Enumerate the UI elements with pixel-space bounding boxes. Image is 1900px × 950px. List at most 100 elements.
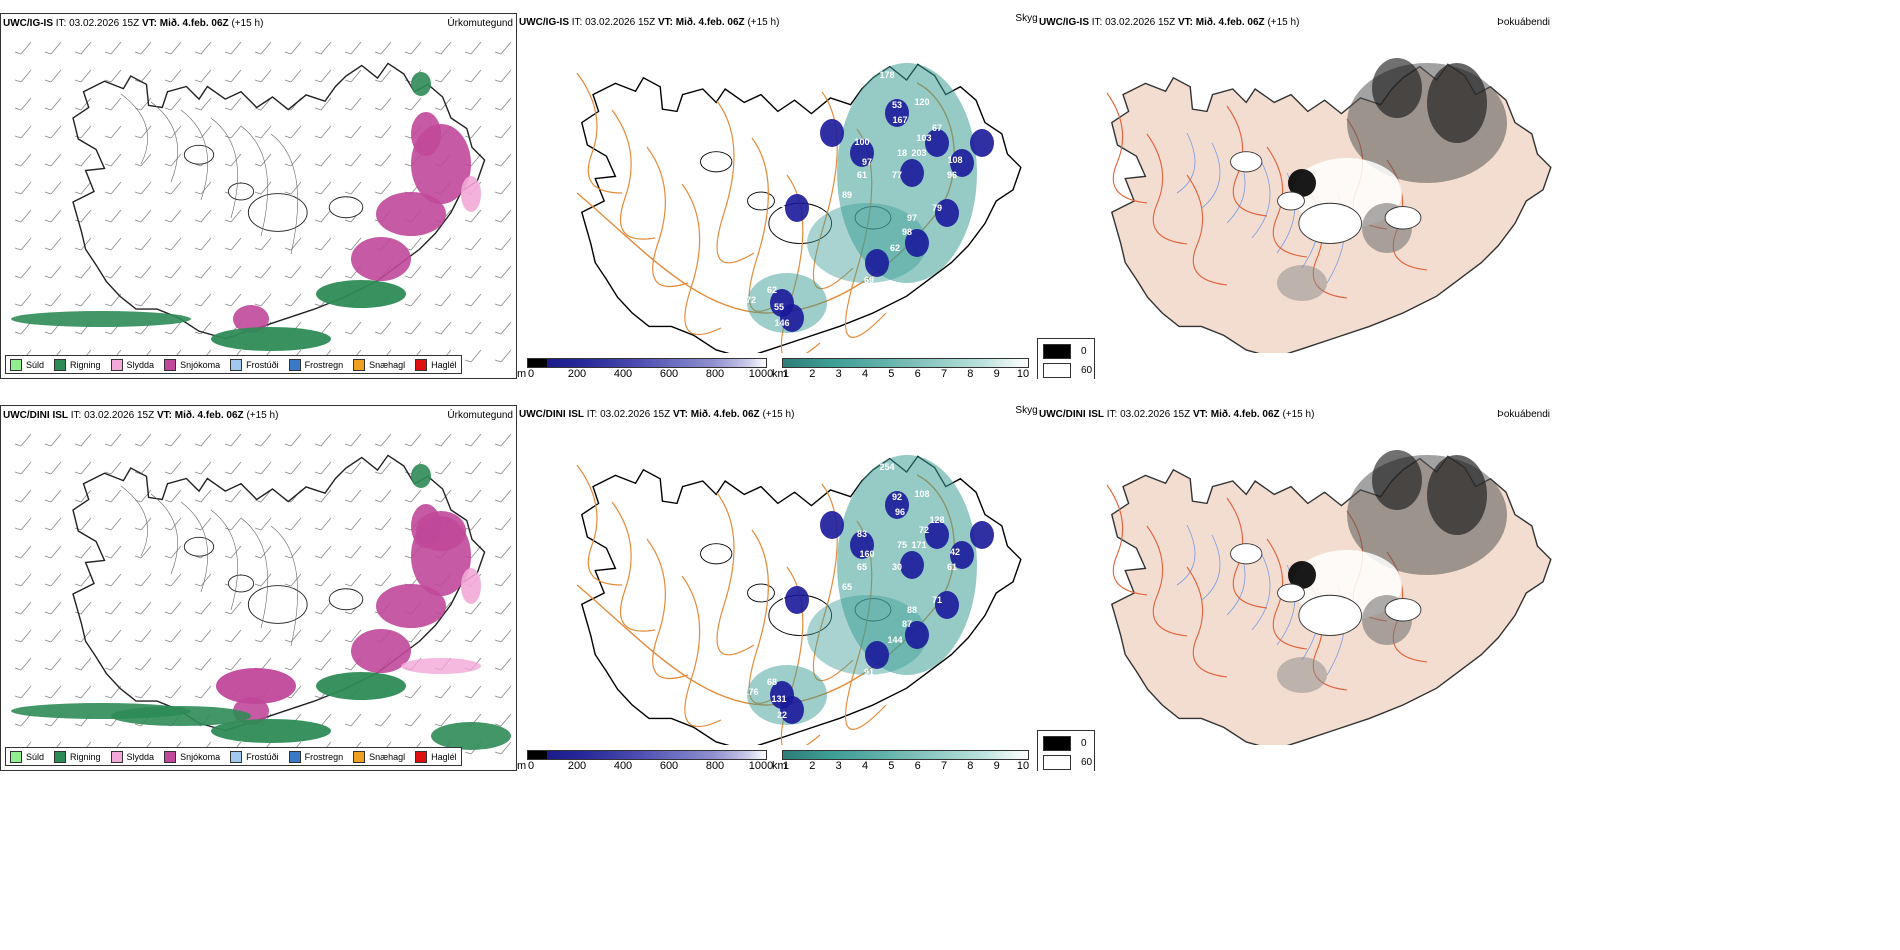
visibility-value-label: 100 (854, 137, 869, 147)
visibility-value-label: 146 (774, 318, 789, 328)
legend-item: Frostúði (230, 358, 279, 371)
visibility-value-label: 203 (911, 148, 926, 158)
legend-swatch (353, 358, 366, 371)
legend-label: Haglél (431, 359, 457, 370)
visibility-value-label: 97 (907, 213, 917, 223)
visibility-panel-row1: UWC/IG-IS IT: 03.02.2026 15Z VT: Mið. 4.… (517, 13, 1037, 379)
colorbar-tick: 9 (993, 368, 1000, 379)
colorbar-gradient (527, 750, 767, 760)
colorbar-tick: 1 (782, 760, 790, 771)
colorbar-tick: 4 (861, 760, 869, 771)
legend-swatch (415, 750, 428, 763)
colorbar-tick: 200 (567, 368, 587, 379)
legend-label: Slydda (126, 359, 155, 370)
colorbar-tick: 400 (613, 368, 633, 379)
visibility-value-label: 107 (809, 155, 824, 165)
colorbar-unit: km (772, 760, 787, 771)
legend-label: Rigning (70, 359, 101, 370)
legend-swatch (230, 358, 243, 371)
legend-label: Súld (26, 359, 45, 370)
precip-map (11, 433, 512, 755)
visibility-value-label: 72 (919, 525, 929, 535)
precip-type-panel-row1: UWC/IG-IS IT: 03.02.2026 15Z VT: Mið. 4.… (0, 13, 517, 379)
legend-label: Snæhagl (369, 359, 406, 370)
visibility-panel-row2: UWC/DINI ISL IT: 03.02.2026 15Z VT: Mið.… (517, 405, 1037, 771)
panel-title: Þokuábendi (1497, 409, 1550, 420)
colorbar-tick: 600 (659, 368, 679, 379)
precip-legend: Súld Rigning Slydda Snjókoma Frostúði Frostre… (5, 355, 462, 374)
precip-map (11, 41, 512, 363)
visibility-value-label: 108 (947, 155, 962, 165)
visibility-value-label: 97 (862, 157, 872, 167)
panel-header: UWC/DINI ISL IT: 03.02.2026 15Z VT: Mið.… (519, 409, 795, 420)
colorbar-tick: 4 (861, 368, 869, 379)
visibility-value-label: 103 (916, 133, 931, 143)
legend-label: Frostregn (304, 359, 344, 370)
visibility-value-label: 109 (801, 173, 816, 183)
visibility-value-label: 254 (879, 462, 894, 472)
legend-label: Súld (26, 751, 45, 762)
legend-swatch (230, 750, 243, 763)
panel-header: UWC/IG-IS IT: 03.02.2026 15Z VT: Mið. 4.… (519, 17, 780, 28)
visibility-value-label: 91 (864, 667, 874, 677)
visibility-value-label: 176 (743, 687, 758, 697)
visibility-value-label: 84 (775, 591, 785, 601)
legend-item: Frostregn (288, 750, 343, 763)
colorbar-tick: 3 (835, 760, 842, 771)
colorbar-unit: m (517, 368, 527, 379)
legend-swatch (10, 750, 22, 763)
legend-item: Súld (10, 750, 45, 763)
visibility-value-label: 150 (809, 547, 824, 557)
legend-swatch (10, 358, 22, 371)
panel-header: UWC/DINI ISL IT: 03.02.2026 15Z VT: Mið.… (1039, 409, 1315, 420)
legend-swatch (54, 358, 67, 371)
visibility-value-label: 77 (892, 170, 902, 180)
visibility-value-label: 62 (890, 243, 900, 253)
colorbar-tick: 800 (705, 368, 725, 379)
visibility-value-label: 98 (902, 227, 912, 237)
colorbar-gradient (527, 358, 767, 368)
colorbar-tick: 7 (940, 760, 948, 771)
legend-swatch (288, 358, 301, 371)
legend-swatch (353, 750, 366, 763)
colorbar-tick: 5 (888, 368, 895, 379)
visibility-value-label: 178 (879, 70, 894, 80)
colorbar-gradient (782, 358, 1029, 368)
legend-swatch (110, 358, 123, 371)
colorbar-tick: 800 (705, 760, 725, 771)
visibility-value-label: 108 (914, 489, 929, 499)
legend-label: Snjókoma (180, 751, 221, 762)
visibility-value-label: 96 (947, 170, 957, 180)
legend-label: Frostúði (246, 751, 279, 762)
legend-item: Súld (10, 358, 45, 371)
visibility-value-label: 87 (902, 619, 912, 629)
colorbar-tick: 10 (1016, 368, 1030, 379)
visibility-value-label: 42 (950, 547, 960, 557)
precip-legend: Súld Rigning Slydda Snjókoma Frostúði Frostre… (5, 747, 462, 766)
panel-header: UWC/IG-IS IT: 03.02.2026 15Z VT: Mið. 4.… (1039, 17, 1300, 28)
fog-legend: 0 60 (1037, 730, 1095, 771)
legend-swatch (164, 358, 177, 371)
visibility-value-label: 89 (842, 190, 852, 200)
colorbar-tick: 400 (613, 760, 633, 771)
legend-item: Snæhagl (353, 358, 406, 371)
colorbar-tick: 0 (527, 760, 535, 771)
visibility-value-label: 22 (777, 710, 787, 720)
fog-legend: 0 60 (1037, 338, 1095, 379)
legend-item: Rigning (54, 750, 101, 763)
legend-item: Haglél (415, 750, 457, 763)
panel-title: Skyggni (1015, 405, 1037, 416)
visibility-value-label: 30 (892, 562, 902, 572)
visibility-value-label: 75 (897, 540, 907, 550)
legend-label: Slydda (126, 751, 155, 762)
visibility-value-label: 53 (892, 100, 902, 110)
visibility-value-label: 167 (892, 115, 907, 125)
colorbar-unit: m (517, 760, 527, 771)
colorbar-tick: 200 (567, 760, 587, 771)
panel-title: Úrkomutegund (447, 18, 513, 29)
visibility-value-label: 131 (771, 694, 786, 704)
panel-title: Úrkomutegund (447, 410, 513, 421)
legend-item: Snjókoma (164, 750, 221, 763)
visibility-value-label: 71 (932, 595, 942, 605)
visibility-value-label: 69 (864, 275, 874, 285)
